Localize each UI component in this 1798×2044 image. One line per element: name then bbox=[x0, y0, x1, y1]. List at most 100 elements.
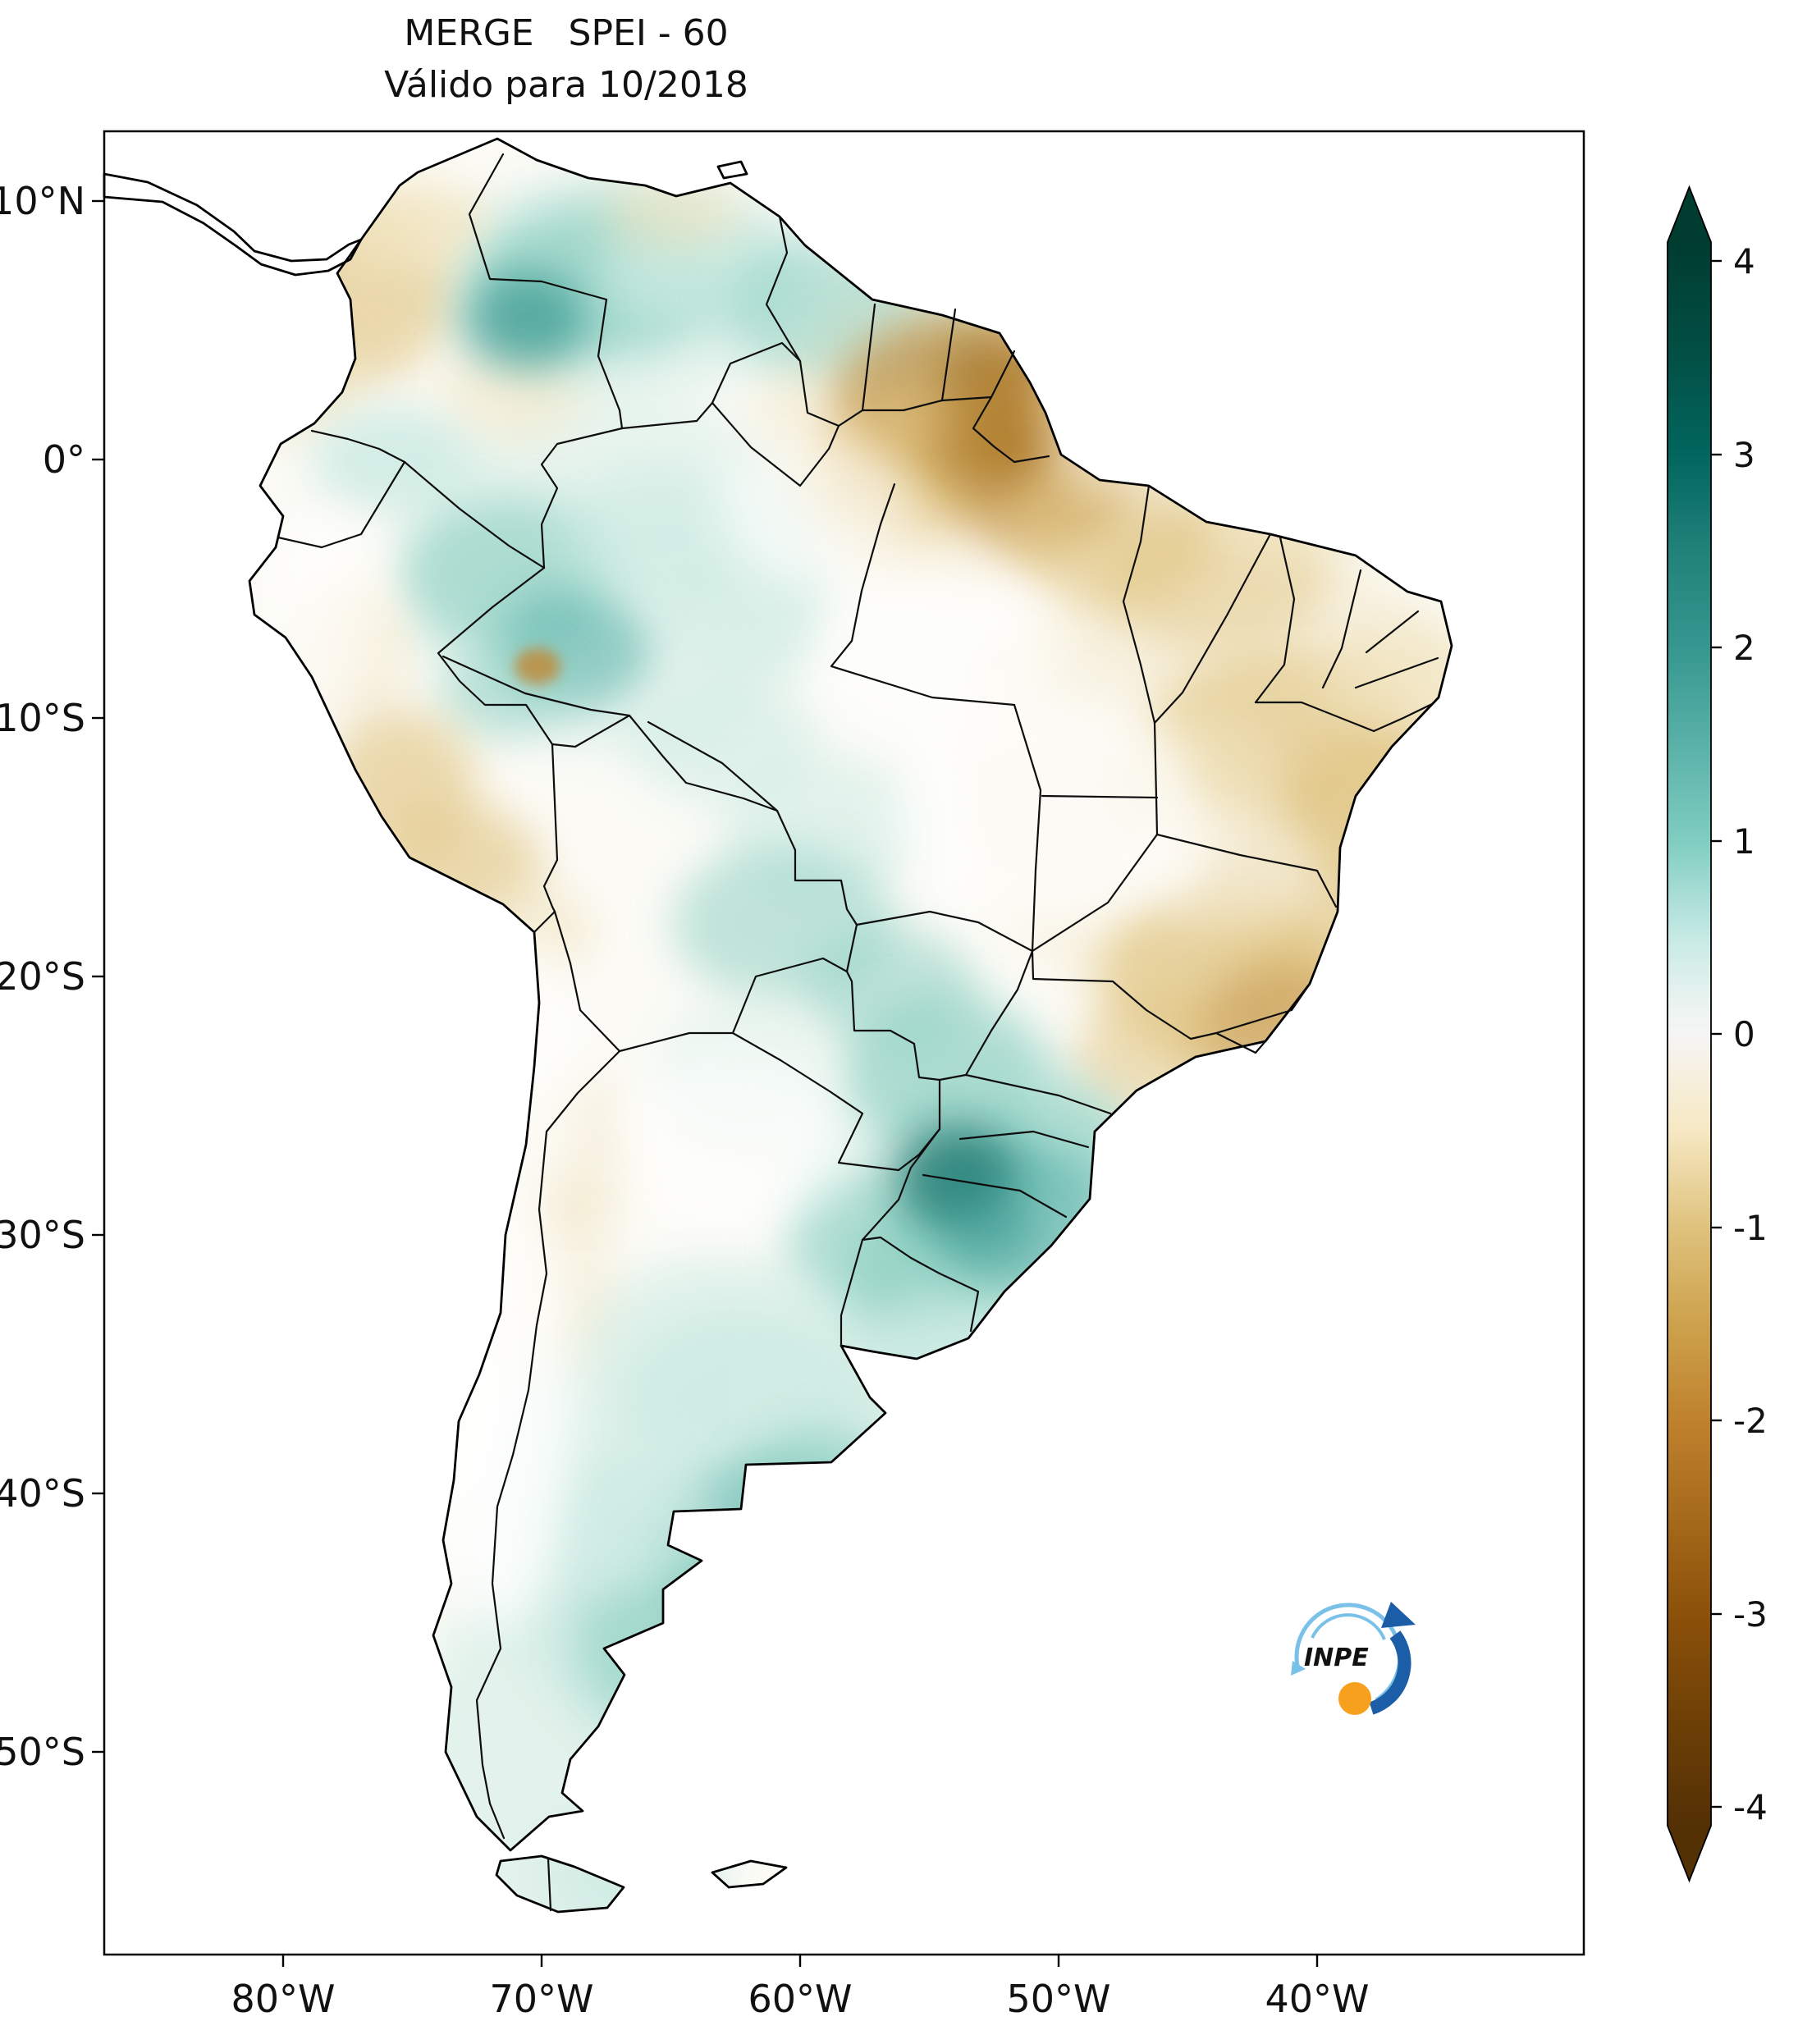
spei-field-blob bbox=[435, 345, 583, 443]
logo-orange-dot bbox=[1338, 1682, 1371, 1715]
country-border-line bbox=[798, 359, 864, 428]
lat-tick-label: 50°S bbox=[0, 1730, 85, 1774]
country-border-line bbox=[861, 1127, 941, 1241]
colorbar-outline bbox=[1667, 185, 1712, 1883]
colorbar: 4 3 2 1 0 -1 -2 -3 -4 bbox=[1667, 185, 1768, 1883]
spei-field-blob bbox=[603, 176, 743, 250]
country-border-line bbox=[618, 1031, 734, 1053]
map-axes: 10°N 0° 10°S 20°S 30°S 40°S 50°S 80°W 70… bbox=[0, 130, 1585, 2021]
logo-inpe-text: INPE bbox=[1304, 1644, 1369, 1672]
spei-field-blob bbox=[464, 271, 587, 369]
country-border-line bbox=[468, 153, 624, 430]
country-border-line bbox=[547, 1857, 552, 1912]
spei-field-blob bbox=[899, 689, 1202, 927]
south-america-coastline bbox=[248, 137, 1453, 1852]
state-border-line bbox=[964, 1073, 1112, 1115]
country-border-line bbox=[765, 215, 802, 363]
figure-title-line2: Válido para 10/2018 bbox=[384, 64, 748, 106]
spei-field-blob bbox=[1206, 464, 1370, 562]
logo-orbit-inner-arc bbox=[1311, 1613, 1386, 1640]
spei-field-blob bbox=[615, 1046, 845, 1235]
lat-tick-label: 10°S bbox=[0, 696, 85, 740]
state-border-line bbox=[1041, 600, 1159, 836]
lat-tick-label: 30°S bbox=[0, 1213, 85, 1257]
spei-field-blob bbox=[931, 402, 1046, 492]
spei-field-blob bbox=[515, 648, 560, 684]
logo-orbit-arrowhead bbox=[1291, 1661, 1306, 1676]
spei-field-blob bbox=[332, 181, 488, 271]
central-america-coastline bbox=[103, 172, 363, 277]
country-border-line bbox=[861, 303, 876, 412]
state-border-line bbox=[1031, 949, 1311, 1054]
lat-tick-label: 20°S bbox=[0, 954, 85, 999]
state-border-line bbox=[1321, 569, 1439, 689]
colorbar-tick-label: 3 bbox=[1733, 435, 1755, 475]
brazil-state-borders bbox=[441, 396, 1439, 1219]
spei-blob-layer bbox=[249, 172, 1452, 1912]
spei-field-blob bbox=[432, 1169, 572, 1629]
trinidad-island bbox=[716, 160, 748, 180]
country-border-line bbox=[310, 429, 406, 464]
state-border-line bbox=[1254, 536, 1296, 704]
lat-tick-label: 10°N bbox=[0, 179, 85, 223]
state-border-line bbox=[1155, 833, 1338, 908]
country-border-line bbox=[861, 399, 944, 412]
lon-tick-label: 60°W bbox=[748, 1977, 852, 2021]
south-island-coastline bbox=[711, 1859, 788, 1889]
country-border-line bbox=[277, 460, 406, 549]
state-border-line bbox=[1031, 833, 1159, 953]
country-border-line bbox=[845, 970, 941, 1131]
colorbar-tick-label: -4 bbox=[1733, 1787, 1768, 1827]
colorbar-tick-label: 2 bbox=[1733, 628, 1755, 668]
colorbar-tick-label: -2 bbox=[1733, 1401, 1768, 1441]
spei-field-blob bbox=[862, 1296, 1034, 1420]
state-border-line bbox=[711, 401, 840, 487]
spei-field-blob bbox=[706, 1543, 853, 1658]
state-border-line bbox=[1254, 701, 1434, 733]
logo-swoosh-arrow bbox=[1369, 1630, 1411, 1715]
tierra-del-fuego-coastline bbox=[495, 1854, 625, 1914]
colorbar-tick-label: 0 bbox=[1733, 1014, 1755, 1054]
country-border-line bbox=[553, 910, 621, 1053]
colorbar-body bbox=[1668, 242, 1711, 1826]
spei-field-blob bbox=[468, 927, 583, 1206]
country-border-line bbox=[437, 566, 554, 746]
state-border-line bbox=[830, 482, 1016, 706]
map-frame bbox=[103, 130, 1585, 1956]
country-border-line bbox=[940, 308, 957, 402]
colorbar-tick-label: -3 bbox=[1733, 1594, 1768, 1635]
colorbar-tip-top bbox=[1668, 187, 1711, 242]
state-border-line bbox=[855, 703, 1042, 953]
figure-title-line1: MERGE SPEI - 60 bbox=[404, 12, 728, 54]
lon-tick-label: 50°W bbox=[1006, 1977, 1110, 2021]
state-border-line bbox=[922, 1173, 1068, 1219]
country-border-line bbox=[731, 1031, 941, 1172]
spei-field-blob bbox=[312, 406, 476, 513]
spei-field-blob bbox=[468, 886, 591, 976]
spei-field-blob bbox=[542, 1452, 714, 1592]
map-borders bbox=[103, 137, 1453, 1914]
spei-field-blob bbox=[817, 566, 1063, 738]
spei-field-blob bbox=[546, 1813, 718, 1912]
lat-tick-label: 40°S bbox=[0, 1471, 85, 1516]
country-border-line bbox=[861, 1236, 980, 1333]
state-border-line bbox=[1122, 484, 1151, 603]
state-border-line bbox=[938, 949, 1034, 1081]
lon-tick-label: 80°W bbox=[231, 1977, 335, 2021]
colorbar-tick-label: -1 bbox=[1733, 1208, 1768, 1248]
colorbar-tick-label: 1 bbox=[1733, 821, 1755, 862]
spei-field-blob bbox=[1042, 353, 1239, 501]
state-border-line bbox=[647, 720, 779, 812]
spei-field-blob bbox=[714, 435, 911, 583]
spei-field-blob bbox=[739, 1428, 911, 1567]
country-border-line bbox=[620, 341, 802, 430]
country-border-line bbox=[403, 460, 546, 569]
lat-tick-label: 0° bbox=[43, 437, 85, 482]
country-border-line bbox=[840, 1238, 864, 1347]
inpe-logo: INPE bbox=[1291, 1602, 1416, 1715]
country-border-line bbox=[533, 910, 556, 934]
state-border-line bbox=[441, 655, 631, 717]
country-border-line bbox=[542, 743, 559, 913]
